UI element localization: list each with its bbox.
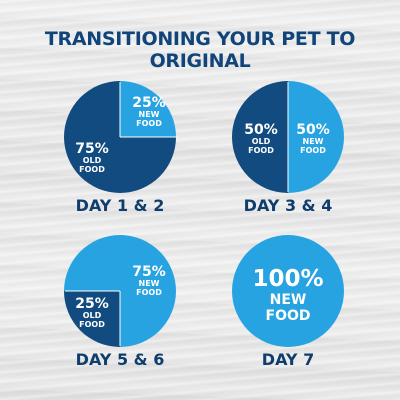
page-title: TRANSITIONING YOUR PET TO ORIGINAL <box>44 28 356 72</box>
slice-sub-label: FOOD <box>300 146 326 155</box>
slice-sub-label: NEW <box>139 110 160 119</box>
slice-percent-label: 50% <box>244 122 278 138</box>
day-label: DAY 3 & 4 <box>243 196 333 215</box>
slice-percent-label: 75% <box>132 264 166 280</box>
pie-panel-day-3-4: 50% OLD FOOD 50% NEW FOOD DAY 3 & 4 <box>223 78 353 238</box>
pie-panel-day-1-2: 25% NEW FOOD 75% OLD FOOD DAY 1 & 2 <box>55 78 185 238</box>
pie-slice-old-food <box>232 81 288 193</box>
day-label: DAY 5 & 6 <box>75 350 165 369</box>
slice-sub-label: FOOD <box>266 308 311 324</box>
slice-sub-label: NEW <box>139 279 160 288</box>
slice-sub-label: FOOD <box>248 146 274 155</box>
day-label: DAY 1 & 2 <box>75 196 165 215</box>
slice-sub-label: NEW <box>270 292 307 308</box>
slice-sub-label: FOOD <box>79 320 105 329</box>
pie-slice-new-food <box>232 235 344 347</box>
slice-percent-label: 25% <box>132 95 166 111</box>
pie-slice-old-food <box>64 291 120 347</box>
slice-sub-label: NEW <box>303 137 324 146</box>
day-label: DAY 7 <box>261 350 315 369</box>
slice-percent-label: 50% <box>296 122 330 138</box>
pie-slice-new-food <box>288 81 344 193</box>
pie-chart-day-5-6: 75% NEW FOOD 25% OLD FOOD <box>64 235 176 347</box>
pie-chart-day-3-4: 50% OLD FOOD 50% NEW FOOD <box>232 81 344 193</box>
slice-sub-label: FOOD <box>136 119 162 128</box>
pie-chart-day-7: 100% NEW FOOD <box>232 235 344 347</box>
pie-panel-day-5-6: 75% NEW FOOD 25% OLD FOOD DAY 5 & 6 <box>55 232 185 392</box>
pie-chart-day-1-2: 25% NEW FOOD 75% OLD FOOD <box>64 81 177 193</box>
pie-panel-day-7: 100% NEW FOOD DAY 7 <box>223 232 353 392</box>
slice-percent-label: 75% <box>75 141 109 157</box>
slice-sub-label: OLD <box>252 137 271 146</box>
slice-sub-label: FOOD <box>136 288 162 297</box>
slice-sub-label: FOOD <box>79 165 105 174</box>
slice-percent-label: 25% <box>75 296 109 312</box>
slice-percent-label: 100% <box>252 266 323 292</box>
pie-slice-new-food <box>120 81 176 137</box>
slice-sub-label: OLD <box>83 311 102 320</box>
slice-sub-label: OLD <box>83 156 102 165</box>
